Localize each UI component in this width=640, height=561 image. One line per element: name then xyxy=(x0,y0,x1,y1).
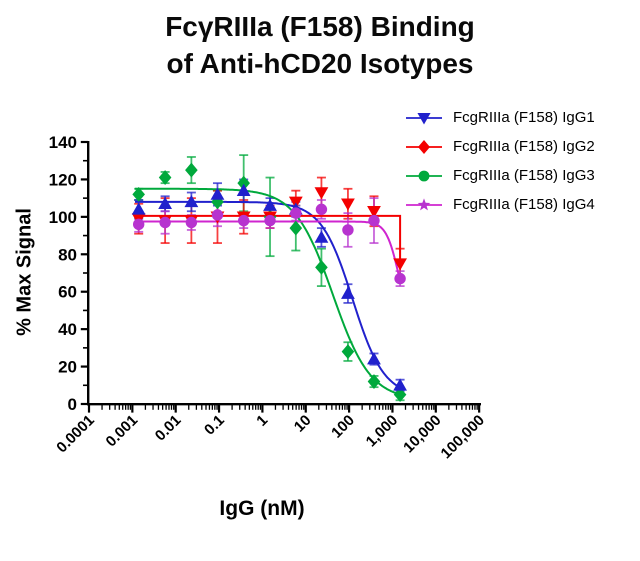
data-points xyxy=(131,162,407,403)
legend-marker-circle-icon xyxy=(406,170,442,181)
y-tick-label: 20 xyxy=(58,358,77,377)
x-axis: 0.0001 0.001 0.01 0.1 1 10 100 1,00010,000100,0… xyxy=(53,404,488,462)
y-tick-label: 0 xyxy=(68,395,77,414)
x-axis-title: IgG (nM) xyxy=(219,497,305,520)
x-tick-label: 100,000 xyxy=(438,412,488,462)
legend-item: FcgRIIIa (F158) IgG2 xyxy=(404,132,595,161)
y-tick-label: 40 xyxy=(58,320,77,339)
x-tick-label: 0.1 xyxy=(201,412,228,439)
y-axis: 0 20 40 60 80 100 120 140 xyxy=(49,133,88,414)
chart-title-line1: FcγRIIIa (F158) Binding xyxy=(165,11,475,42)
fit-curve-IgG4 xyxy=(135,220,400,277)
fit-curve-IgG2 xyxy=(135,214,402,264)
legend-marker-diamond-icon xyxy=(406,139,442,154)
y-tick-label: 80 xyxy=(58,245,77,264)
legend-label: FcgRIIIa (F158) IgG1 xyxy=(453,109,595,126)
x-tick-label: 0.001 xyxy=(103,412,142,451)
x-tick-label: 0.01 xyxy=(152,412,185,445)
y-axis-title: % Max Signal xyxy=(13,208,36,336)
y-tick-label: 120 xyxy=(49,170,77,189)
legend-label: FcgRIIIa (F158) IgG3 xyxy=(453,167,595,184)
error-bars-IgG3 xyxy=(134,154,405,402)
legend-marker-triangle-down-icon xyxy=(406,112,442,125)
x-tick-label: 1 xyxy=(253,412,271,430)
legend-item: FcgRIIIa (F158) IgG3 xyxy=(404,161,595,190)
chart-title: FcγRIIIa (F158) Binding of Anti-hCD20 Is… xyxy=(0,8,640,82)
legend-item: FcgRIIIa (F158) IgG4 xyxy=(404,190,595,219)
legend-item: FcgRIIIa (F158) IgG1 xyxy=(404,103,595,132)
legend-marker-star-icon xyxy=(406,197,442,210)
y-tick-label: 140 xyxy=(49,133,77,152)
y-tick-label: 100 xyxy=(49,208,77,227)
series-IgG4 xyxy=(132,203,406,285)
x-tick-label: 100 xyxy=(328,412,358,442)
legend: FcgRIIIa (F158) IgG1 FcgRIIIa (F158) IgG2… xyxy=(404,103,595,219)
x-tick-label: 1,000 xyxy=(363,412,402,451)
x-tick-label: 0.0001 xyxy=(53,412,97,456)
fit-curve-IgG1 xyxy=(135,200,401,389)
error-bars xyxy=(134,154,405,402)
chart-title-line2: of Anti-hCD20 Isotypes xyxy=(166,48,474,79)
legend-label: FcgRIIIa (F158) IgG2 xyxy=(453,138,595,155)
legend-label: FcgRIIIa (F158) IgG4 xyxy=(453,196,595,213)
y-tick-label: 60 xyxy=(58,283,77,302)
x-tick-label: 10 xyxy=(291,412,315,436)
fit-curve-IgG3 xyxy=(135,187,401,396)
